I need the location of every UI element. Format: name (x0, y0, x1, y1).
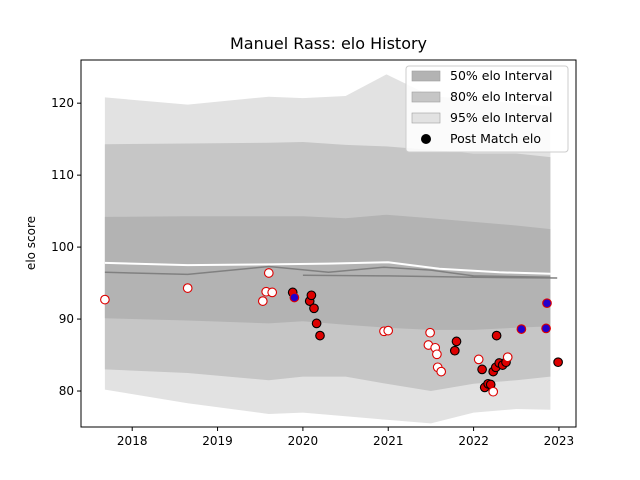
data-point (502, 352, 513, 363)
data-point (553, 357, 563, 368)
y-tick-label: 80 (59, 384, 74, 398)
x-tick-label: 2023 (544, 434, 575, 448)
center-line-1 (302, 274, 558, 279)
axes: 2018 2019 2020 2021 2022 2023 80 90 100 110 120 (51, 59, 577, 448)
x-tick-label: 2020 (288, 434, 319, 448)
legend-label-80-elo-interval: 80% elo Interval (450, 89, 552, 104)
data-point (488, 386, 499, 397)
x-tick-label: 2019 (202, 434, 233, 448)
data-point (257, 296, 268, 306)
data-point (449, 345, 460, 356)
legend-label-95-elo-interval: 95% elo Interval (450, 110, 552, 125)
x-tick-label: 2021 (373, 434, 404, 448)
y-tick-label: 110 (51, 168, 74, 182)
data-point (425, 327, 435, 338)
legend-box (405, 65, 569, 153)
data-point (306, 290, 317, 301)
data-point (182, 283, 193, 293)
data-point (516, 324, 527, 334)
y-tick-label: 90 (59, 312, 74, 326)
data-point (491, 330, 502, 341)
legend-marker-post-match-elo (421, 134, 431, 144)
data-point (451, 336, 462, 347)
y-tick-label: 100 (51, 240, 74, 254)
data-point (311, 318, 322, 329)
data-point (263, 268, 274, 278)
data-point (541, 323, 551, 334)
data-point (432, 349, 442, 360)
legend: 50% elo Interval 80% elo Interval 95% elo … (405, 65, 569, 153)
data-point (289, 292, 300, 303)
y-tick-label: 120 (51, 96, 74, 110)
y-axis-label: elo score (24, 216, 38, 270)
x-tick-label: 2022 (458, 434, 489, 448)
data-point (436, 366, 447, 377)
plot-area (100, 74, 563, 424)
legend-swatch-50-elo-interval (411, 70, 441, 82)
white-line-0 (104, 261, 551, 275)
data-point (383, 325, 394, 336)
chart-title: Manuel Rass: elo History (230, 34, 427, 53)
center-line-0 (104, 265, 551, 279)
x-tick-label: 2018 (117, 434, 148, 448)
legend-swatch-80-elo-interval (411, 91, 441, 103)
data-point (309, 303, 319, 314)
data-point (473, 354, 484, 365)
legend-swatch-95-elo-interval (411, 112, 441, 124)
data-point (267, 287, 278, 298)
data-point (477, 364, 487, 375)
legend-label-50-elo-interval: 50% elo Interval (450, 68, 552, 83)
legend-label-post-match-elo: Post Match elo (450, 131, 541, 146)
data-point (542, 298, 552, 309)
data-point (100, 294, 110, 305)
data-point (315, 330, 325, 341)
axes-frame (80, 59, 577, 428)
